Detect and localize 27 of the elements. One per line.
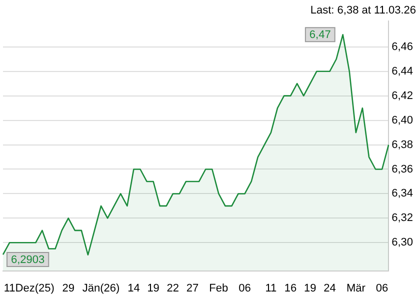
- data-label: 6,2903: [11, 254, 45, 266]
- x-tick-label: 22: [166, 282, 180, 294]
- x-tick-label: Feb: [209, 282, 228, 294]
- x-tick-label: 06: [376, 282, 388, 294]
- y-tick-label: 6,42: [392, 90, 414, 102]
- y-tick-label: 6,32: [392, 212, 414, 224]
- x-tick-label: 11Dez(25): [4, 282, 54, 294]
- x-tick-label: 19: [147, 282, 160, 294]
- x-tick-label: 19: [304, 282, 316, 294]
- y-tick-label: 6,44: [392, 65, 414, 78]
- x-tick-label: 06: [238, 282, 251, 294]
- x-tick-label: 11: [265, 282, 277, 294]
- y-tick-label: 6,46: [392, 40, 414, 53]
- y-tick-label: 6,30: [392, 236, 414, 249]
- y-tick-label: 6,38: [392, 138, 414, 151]
- x-tick-label: 27: [186, 282, 199, 294]
- y-tick-label: 6,36: [392, 163, 414, 176]
- x-tick-label: 24: [324, 282, 336, 294]
- x-tick-label: 29: [62, 282, 74, 294]
- x-tick-label: Mär: [346, 282, 366, 294]
- data-label: 6,47: [309, 29, 331, 42]
- x-tick-label: 16: [284, 282, 297, 294]
- y-tick-label: 6,34: [392, 188, 414, 200]
- x-tick-label: 14: [128, 282, 140, 294]
- x-tick-label: Jän(26): [82, 282, 120, 294]
- y-tick-label: 6,40: [392, 114, 414, 126]
- chart-title: Last: 6,38 at 11.03.26: [310, 4, 416, 17]
